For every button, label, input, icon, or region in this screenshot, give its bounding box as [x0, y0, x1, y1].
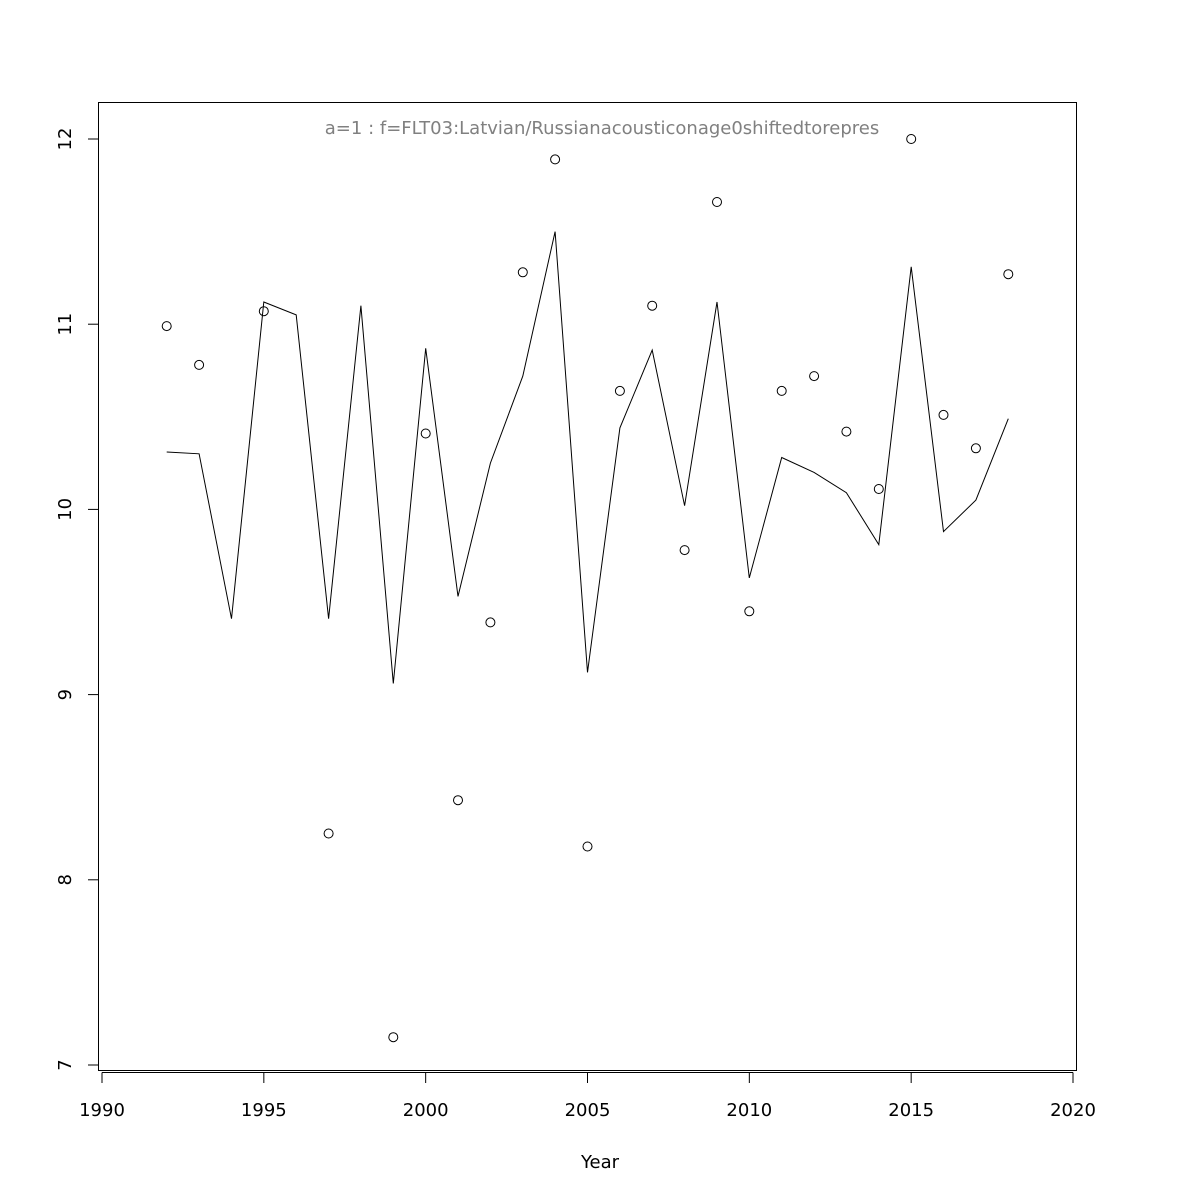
y-tick-label: 7 [55, 1059, 76, 1070]
x-tick-label: 2010 [726, 1100, 772, 1121]
y-axis: 7 8 9 10 11 12 [55, 128, 99, 1071]
series-layer [161, 134, 1014, 1043]
data-point [517, 267, 528, 278]
data-point [161, 321, 172, 332]
data-point [258, 306, 269, 317]
data-point [194, 359, 205, 370]
x-tick-label: 2020 [1050, 1100, 1096, 1121]
data-point [938, 409, 949, 420]
x-tick-label: 1995 [241, 1100, 287, 1121]
data-point [712, 197, 722, 207]
fitted-line [166, 231, 1009, 684]
data-point [453, 795, 463, 806]
y-tick-label: 8 [55, 874, 76, 885]
data-point [776, 385, 787, 396]
x-tick-label: 1990 [79, 1100, 125, 1121]
x-axis-title: Year [580, 1152, 620, 1173]
data-point [841, 426, 852, 437]
data-point [323, 828, 334, 839]
plot-title: a=1 : f=FLT03:Latvian/Russianacousticona… [325, 118, 879, 139]
data-point [873, 484, 884, 494]
data-point [614, 385, 625, 396]
y-tick-label: 11 [55, 313, 76, 336]
data-point [582, 841, 593, 852]
data-point [388, 1032, 399, 1043]
x-tick-label: 2000 [403, 1100, 449, 1121]
data-point [906, 134, 917, 144]
data-point [420, 428, 431, 439]
data-point [744, 606, 755, 617]
data-point [679, 545, 690, 556]
x-axis: 1990 1995 2000 2005 2010 2015 2020 [79, 1072, 1096, 1121]
y-tick-label: 9 [55, 689, 76, 700]
data-point [550, 154, 561, 165]
data-point [1003, 269, 1014, 280]
y-tick-label: 10 [55, 498, 76, 521]
x-tick-label: 2005 [565, 1100, 611, 1121]
data-point [970, 443, 981, 454]
plot-frame [98, 102, 1077, 1071]
data-point [809, 371, 820, 382]
data-point [647, 300, 658, 311]
data-point [485, 617, 496, 628]
y-tick-label: 12 [55, 128, 76, 151]
x-tick-label: 2015 [888, 1100, 934, 1121]
